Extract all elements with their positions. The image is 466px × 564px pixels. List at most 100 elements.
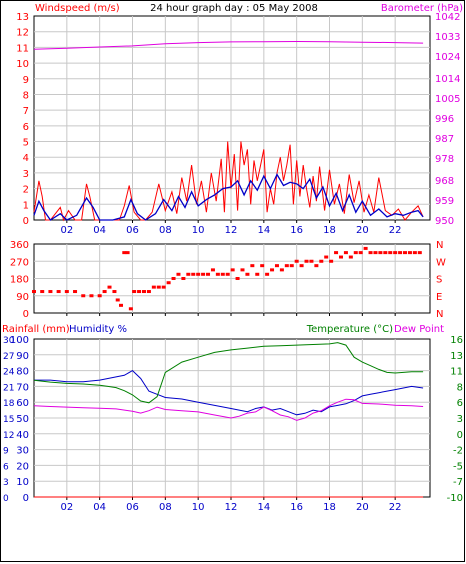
- rainfall-tick-21: 21: [3, 383, 14, 393]
- humidity-tick-90: 90: [16, 351, 29, 362]
- windspeed-tick-0: 0: [23, 216, 29, 227]
- wind-xlabel-08: 08: [159, 225, 172, 236]
- barometer-tick-1024: 1024: [435, 52, 460, 63]
- humidity-tick-50: 50: [16, 414, 29, 425]
- climate-series-green: [33, 342, 424, 404]
- direction-point: [125, 251, 130, 255]
- humidity-tick-20: 20: [16, 461, 29, 472]
- direction-point: [260, 264, 265, 268]
- humidity-tick-40: 40: [16, 430, 29, 441]
- climate-xlabel-18: 18: [323, 502, 336, 513]
- barometer-tick-1014: 1014: [435, 74, 460, 85]
- direction-point: [215, 272, 220, 276]
- temperature-tick--5: -5: [453, 461, 463, 472]
- windspeed-tick-7: 7: [23, 106, 29, 117]
- climate-series-magenta: [33, 398, 424, 421]
- direction-point: [329, 259, 334, 263]
- direction-tick-270: 270: [10, 257, 29, 268]
- climate-xlabel-10: 10: [192, 502, 205, 513]
- windspeed-tick-8: 8: [23, 90, 29, 101]
- temperature-tick--10: -10: [447, 493, 463, 504]
- direction-point: [176, 272, 181, 276]
- direction-tick-360: 360: [10, 240, 29, 251]
- direction-point: [304, 259, 309, 263]
- climate-xlabel-04: 04: [93, 502, 106, 513]
- direction-point: [338, 255, 343, 259]
- humidity-tick-80: 80: [16, 367, 29, 378]
- barometer-tick-987: 987: [435, 134, 454, 145]
- direction-point: [156, 285, 161, 289]
- humidity-tick-100: 100: [10, 335, 29, 346]
- direction-point: [166, 281, 171, 285]
- direction-point: [97, 294, 102, 298]
- wind-xlabel-02: 02: [60, 225, 73, 236]
- direction-point: [255, 272, 260, 276]
- barometer-tick-996: 996: [435, 114, 454, 125]
- rainfall-axis-label: Rainfall (mm): [2, 324, 70, 335]
- direction-point: [417, 251, 422, 255]
- direction-point: [245, 272, 250, 276]
- direction-point: [191, 272, 196, 276]
- barometer-tick-950: 950: [435, 216, 454, 227]
- direction-point: [146, 290, 151, 294]
- climate-xlabel-02: 02: [60, 502, 73, 513]
- temperature-tick-16: 16: [450, 335, 463, 346]
- direction-point: [324, 255, 329, 259]
- direction-point: [122, 251, 127, 255]
- direction-point: [128, 307, 133, 311]
- direction-point: [398, 251, 403, 255]
- direction-point: [373, 251, 378, 255]
- dew-point-axis-label: Dew Point: [394, 324, 444, 335]
- barometer-tick-1033: 1033: [435, 32, 460, 43]
- temperature-tick-13: 13: [450, 351, 463, 362]
- humidity-tick-30: 30: [16, 446, 29, 457]
- direction-point: [383, 251, 388, 255]
- windspeed-tick-6: 6: [23, 122, 29, 133]
- temperature-axis-label: Temperature (°C): [306, 324, 393, 335]
- temperature-tick--2: -2: [453, 446, 463, 457]
- direction-point: [353, 251, 358, 255]
- humidity-tick-60: 60: [16, 398, 29, 409]
- wind-xlabel-18: 18: [323, 225, 336, 236]
- compass-tick-E-1: E: [436, 292, 442, 303]
- direction-point: [403, 251, 408, 255]
- direction-point: [289, 264, 294, 268]
- direction-point: [206, 272, 211, 276]
- rainfall-tick-18: 18: [3, 399, 15, 409]
- climate-xlabel-20: 20: [356, 502, 369, 513]
- direction-point: [378, 251, 383, 255]
- direction-point: [348, 255, 353, 259]
- wind-series-blue: [33, 173, 424, 221]
- rainfall-tick-6: 6: [3, 462, 9, 472]
- wind-xlabel-20: 20: [356, 225, 369, 236]
- direction-point: [64, 290, 69, 294]
- direction-point: [115, 298, 120, 302]
- compass-tick-N-0: N: [436, 309, 443, 320]
- windspeed-tick-10: 10: [16, 59, 29, 70]
- temperature-tick-0: 0: [457, 430, 463, 441]
- climate-xlabel-12: 12: [225, 502, 238, 513]
- direction-point: [151, 285, 156, 289]
- rainfall-tick-27: 27: [3, 352, 14, 362]
- graph-title: 24 hour graph day : 05 May 2008: [150, 3, 318, 14]
- direction-point: [107, 285, 112, 289]
- barometer-tick-1005: 1005: [435, 94, 460, 105]
- climate-xlabel-16: 16: [290, 502, 303, 513]
- direction-point: [334, 251, 339, 255]
- humidity-tick-70: 70: [16, 382, 29, 393]
- climate-xlabel-06: 06: [126, 502, 139, 513]
- direction-point: [284, 264, 289, 268]
- direction-point: [210, 268, 215, 272]
- direction-point: [73, 290, 78, 294]
- direction-point: [314, 264, 319, 268]
- wind-xlabel-16: 16: [290, 225, 303, 236]
- direction-point: [112, 290, 117, 294]
- direction-point: [40, 290, 45, 294]
- direction-point: [299, 264, 304, 268]
- temperature-tick--7: -7: [453, 477, 463, 488]
- windspeed-tick-11: 11: [16, 43, 29, 54]
- temperature-tick-8: 8: [457, 382, 463, 393]
- rainfall-tick-30: 30: [3, 336, 15, 346]
- temperature-tick-3: 3: [457, 414, 463, 425]
